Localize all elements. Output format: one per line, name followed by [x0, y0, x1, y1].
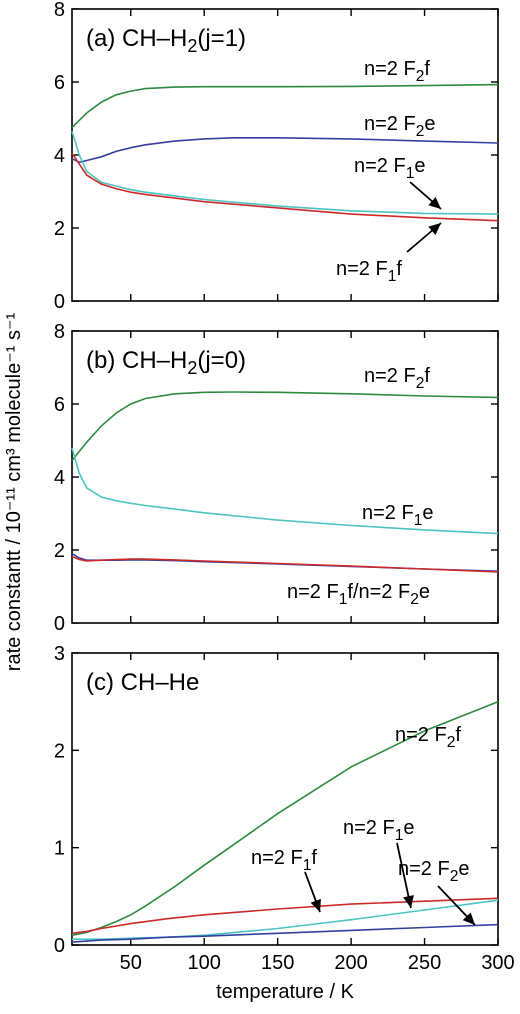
series-line-n-2-f2e	[71, 552, 499, 572]
series-line-n-2-f1f	[71, 897, 499, 935]
series-label-f2f: n=2 F2f	[364, 365, 430, 392]
series-label-f1e: n=2 F1e	[354, 155, 426, 182]
y-tick-label: 6	[54, 394, 65, 416]
series-line-n-2-f2f	[71, 83, 499, 129]
series-label-f1f: n=2 F1f	[336, 258, 402, 285]
arrowhead-f1f	[310, 898, 321, 912]
series-label-f1e: n=2 F1e	[362, 502, 434, 529]
plot-frame	[71, 330, 499, 624]
panel-title: (b) CH–H2(j=0)	[86, 347, 246, 378]
series-line-n-2-f1e	[71, 447, 499, 535]
x-tick-label: 200	[334, 952, 367, 974]
y-tick-label: 3	[54, 643, 65, 665]
y-tick-label: 4	[54, 145, 65, 167]
y-tick-label: 2	[54, 740, 65, 762]
series-line-n-2-f1f	[71, 152, 499, 222]
y-tick-label: 0	[54, 935, 65, 957]
y-tick-label: 0	[54, 291, 65, 313]
x-tick-label: 250	[408, 952, 441, 974]
series-label-f2e: n=2 F2e	[398, 858, 470, 885]
x-tick-label: 150	[261, 952, 294, 974]
y-tick-label: 2	[54, 218, 65, 240]
shared-y-axis-label: rate constantt / 10⁻¹¹ cm³ molecule⁻¹ s⁻…	[3, 312, 25, 671]
plot-frame	[71, 652, 499, 946]
y-tick-label: 4	[54, 467, 65, 489]
series-label-f1f: n=2 F1f	[251, 847, 317, 874]
y-tick-label: 6	[54, 72, 65, 94]
series-line-n-2-f2f	[71, 700, 499, 937]
series-line-n-2-f1e	[71, 131, 499, 215]
x-tick-label: 100	[188, 952, 221, 974]
series-line-n-2-f2f	[71, 391, 499, 462]
series-line-n-2-f2e	[71, 923, 499, 943]
series-label-f1ff2e: n=2 F1f/n=2 F2e	[287, 581, 430, 608]
x-tick-label: 300	[481, 952, 514, 974]
panel-b: 0 2 4 6 8 (b) CH–H2(j=0) n=2 F2f n=2 F1e n=2 F1f…	[54, 321, 499, 635]
arrowhead-f1f	[428, 223, 441, 235]
panel-title: (c) CH–He	[86, 669, 199, 696]
panel-title: (a) CH–H2(j=1)	[86, 25, 246, 56]
arrowhead-f2e	[462, 912, 475, 925]
panel-a: 0 2 4 6 8 (a) CH–H2(j=1) n=2 F2f n=2 F2e n=2 F1e…	[54, 0, 499, 313]
y-tick-label: 8	[54, 321, 65, 343]
series-label-f1e: n=2 F1e	[343, 817, 415, 844]
x-axis-label: temperature / K	[216, 981, 355, 1003]
panels: 0 2 4 6 8 (a) CH–H2(j=1) n=2 F2f n=2 F2e n=2 F1e…	[54, 0, 515, 1003]
y-tick-label: 8	[54, 0, 65, 21]
y-tick-label: 0	[54, 613, 65, 635]
x-tick-label: 50	[120, 952, 142, 974]
series-line-n-2-f1f	[71, 555, 499, 573]
arrowhead-f1e	[403, 895, 414, 908]
arrowhead-f1e	[428, 196, 441, 209]
series-label-f2e: n=2 F2e	[364, 113, 436, 140]
series-line-n-2-f2e	[71, 137, 499, 164]
y-tick-label: 1	[54, 838, 65, 860]
panel-c: 0 1 2 3 50 100 150 200 250 300 temperature / K (c) …	[54, 643, 515, 1003]
series-label-f2f: n=2 F2f	[395, 724, 461, 751]
plot-frame	[71, 8, 499, 302]
series-label-f2f: n=2 F2f	[364, 58, 430, 85]
y-tick-label: 2	[54, 540, 65, 562]
